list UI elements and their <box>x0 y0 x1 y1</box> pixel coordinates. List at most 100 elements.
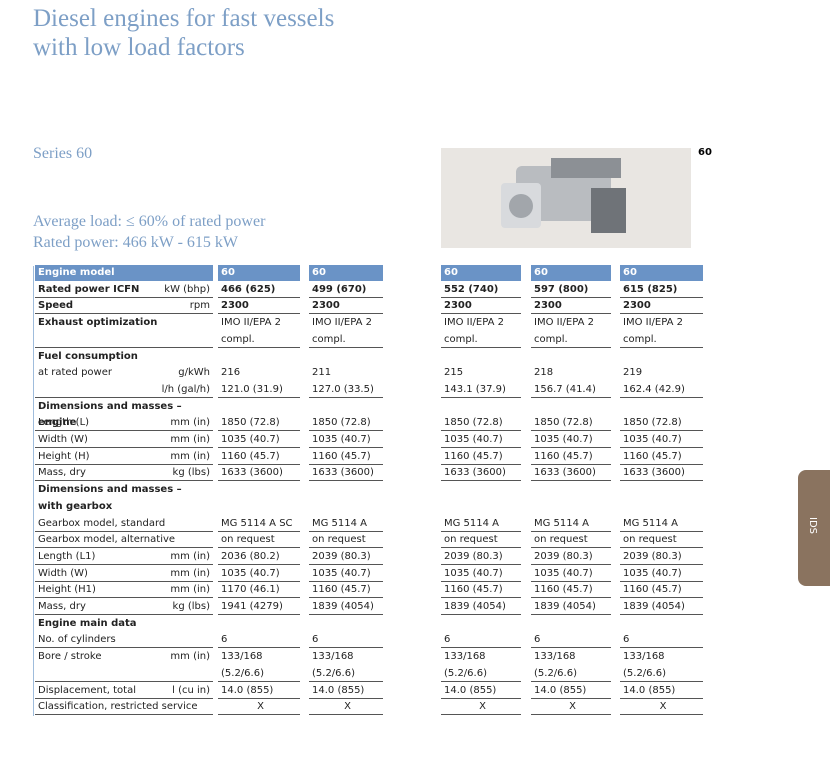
value-cell: X <box>441 699 521 716</box>
value-cell: (5.2/6.6) <box>218 666 300 682</box>
value-cell: 1633 (3600) <box>441 465 521 482</box>
value-cell: 1035 (40.7) <box>620 566 703 582</box>
value-cell: 2300 <box>441 298 521 315</box>
row-unit: l (cu in) <box>172 684 210 696</box>
value-cell: 1035 (40.7) <box>531 432 611 448</box>
value-cell: compl. <box>218 332 300 348</box>
row-unit: mm (in) <box>170 550 210 562</box>
value-cell: on request <box>531 532 611 549</box>
value-cell: 1160 (45.7) <box>309 582 383 599</box>
value-cell: 1035 (40.7) <box>309 566 383 582</box>
value-cell: compl. <box>441 332 521 348</box>
value-cell: 133/168 <box>623 651 665 663</box>
value-cell: X <box>218 699 300 716</box>
value-cell: 2039 (80.3) <box>531 549 611 565</box>
row-label: Bore / stroke <box>38 651 102 663</box>
row-label: Length (L) <box>35 415 213 432</box>
row-label: Width (W) <box>35 566 213 582</box>
row-unit: mm (in) <box>170 417 210 429</box>
row-label: Width (W) <box>35 432 213 448</box>
engine-image <box>441 148 691 248</box>
value-cell: on request <box>218 532 300 549</box>
row-unit: l/h (gal/h) <box>161 383 210 395</box>
value-cell: 1850 (72.8) <box>531 415 611 432</box>
value-cell: 1160 (45.7) <box>218 449 300 465</box>
value-cell: 1839 (4054) <box>309 599 383 615</box>
value-cell: 133/168 <box>221 651 263 663</box>
row-label <box>35 382 213 398</box>
value-cell: IMO II/EPA 2 <box>221 317 281 329</box>
value-cell: X <box>620 699 703 716</box>
value-cell: 597 (800) <box>531 282 611 298</box>
value-cell: (5.2/6.6) <box>620 666 703 682</box>
value-cell: 218 <box>534 367 554 379</box>
value-cell: 14.0 (855) <box>531 683 611 699</box>
value-cell: 60 <box>309 265 383 281</box>
value-cell: compl. <box>620 332 703 348</box>
row-label: No. of cylinders <box>35 632 213 649</box>
title-line: with low load factors <box>33 34 245 61</box>
value-cell: compl. <box>531 332 611 348</box>
value-cell: 1160 (45.7) <box>620 449 703 465</box>
value-cell: 127.0 (33.5) <box>309 382 383 398</box>
value-cell: 2039 (80.3) <box>441 549 521 565</box>
value-cell: 2300 <box>531 298 611 315</box>
row-label: with gearbox <box>38 500 113 512</box>
value-cell: 6 <box>309 632 383 649</box>
value-cell: MG 5114 A <box>620 516 703 532</box>
row-unit: mm (in) <box>170 584 210 596</box>
value-cell: 2300 <box>218 298 300 315</box>
value-cell: 6 <box>441 632 521 649</box>
row-label <box>35 332 213 348</box>
series: Series 60 <box>33 145 93 162</box>
value-cell: 60 <box>531 265 611 281</box>
row-label: Mass, dry <box>35 465 213 482</box>
value-cell: X <box>309 699 383 716</box>
value-cell: IMO II/EPA 2 <box>444 317 504 329</box>
value-cell: 1035 (40.7) <box>218 566 300 582</box>
value-cell: 466 (625) <box>218 282 300 298</box>
value-cell: 1839 (4054) <box>441 599 521 615</box>
row-unit: mm (in) <box>170 434 210 445</box>
row-label: Dimensions and masses – engine <box>38 400 182 428</box>
value-cell: (5.2/6.6) <box>531 666 611 682</box>
value-cell: 552 (740) <box>441 282 521 298</box>
row-label: Height (H1) <box>35 582 213 599</box>
value-cell: 162.4 (42.9) <box>620 382 703 398</box>
value-cell: 1035 (40.7) <box>218 432 300 448</box>
row-label: Classification, restricted service <box>35 699 213 716</box>
value-cell: 211 <box>312 367 332 379</box>
value-cell: 1035 (40.7) <box>441 432 521 448</box>
value-cell: 2300 <box>620 298 703 315</box>
value-cell: 1035 (40.7) <box>531 566 611 582</box>
row-label: at rated power <box>38 367 112 379</box>
value-cell: 1633 (3600) <box>218 465 300 482</box>
value-cell: 6 <box>531 632 611 649</box>
title-line: Diesel engines for fast vessels <box>33 5 335 32</box>
row-label: Displacement, total <box>35 683 213 699</box>
value-cell: X <box>531 699 611 716</box>
image-label: 60 <box>698 147 712 158</box>
value-cell: 1941 (4279) <box>218 599 300 615</box>
value-cell: IMO II/EPA 2 <box>623 317 683 329</box>
row-unit: rpm <box>189 300 210 312</box>
value-cell: 14.0 (855) <box>218 683 300 699</box>
row-label: Fuel consumption <box>38 350 138 362</box>
row-label: Height (H) <box>35 449 213 465</box>
row-label: Engine main data <box>38 617 137 629</box>
row-label: Gearbox model, standard <box>35 516 213 532</box>
value-cell: 156.7 (41.4) <box>531 382 611 398</box>
row-unit: kg (lbs) <box>172 467 210 479</box>
value-cell: 60 <box>218 265 300 281</box>
row-label: Exhaust optimization <box>38 317 158 329</box>
side-tab: IDS <box>798 470 830 586</box>
value-cell: compl. <box>309 332 383 348</box>
row-unit: kg (lbs) <box>172 601 210 612</box>
value-cell: 1160 (45.7) <box>309 449 383 465</box>
row-label: Mass, dry <box>35 599 213 615</box>
row-unit: mm (in) <box>170 651 210 663</box>
value-cell: 1035 (40.7) <box>309 432 383 448</box>
load-line: Average load: ≤ 60% of rated power <box>33 213 266 230</box>
value-cell: IMO II/EPA 2 <box>534 317 594 329</box>
